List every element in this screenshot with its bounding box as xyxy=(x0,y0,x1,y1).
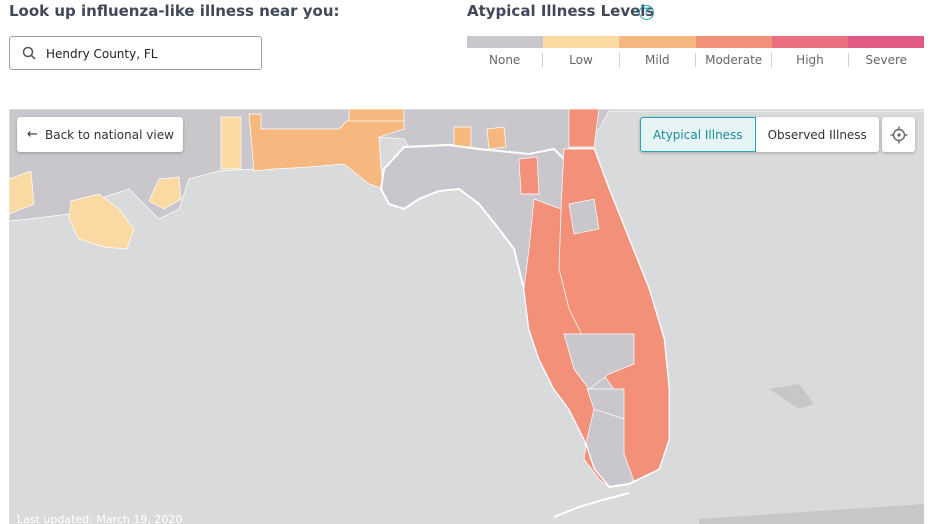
bahamas-land xyxy=(769,384,814,409)
observed-illness-tab[interactable]: Observed Illness xyxy=(767,127,867,142)
lookup-title: Look up influenza-like illness near you: xyxy=(9,2,340,20)
search-icon xyxy=(22,46,36,60)
georgia-coast-moderate xyxy=(568,109,600,148)
legend-swatch-low xyxy=(543,36,620,48)
mississippi-low-region xyxy=(220,116,242,170)
legend-swatch-severe xyxy=(847,36,925,48)
legend-label-mild: Mild xyxy=(618,53,695,67)
georgia-mild-region-4 xyxy=(348,109,405,122)
louisiana-low-region-2 xyxy=(68,193,135,250)
last-updated-label: Last updated: xyxy=(17,513,93,524)
legend-swatch-moderate xyxy=(695,36,772,48)
legend-label-high: High xyxy=(771,53,847,67)
georgia-mild-region-3 xyxy=(486,126,507,150)
back-to-national-button[interactable]: ← Back to national view xyxy=(17,117,183,152)
legend-title: Atypical Illness Levels xyxy=(467,2,655,20)
legend-swatch-high xyxy=(771,36,848,48)
legend-swatch-none xyxy=(467,36,544,48)
location-search[interactable] xyxy=(9,36,262,70)
legend-label-none: None xyxy=(489,53,521,67)
illness-map[interactable]: ← Back to national view Atypical Illness… xyxy=(9,109,924,524)
legend-label-low: Low xyxy=(542,53,618,67)
search-input[interactable] xyxy=(44,43,253,65)
mississippi-low-region-2 xyxy=(148,176,182,210)
last-updated-date: March 19, 2020 xyxy=(96,513,183,524)
florida-southwest-none xyxy=(586,388,625,420)
legend-label-severe: Severe xyxy=(847,53,924,67)
florida-keys xyxy=(553,492,630,518)
louisiana-low-region xyxy=(9,170,35,215)
legend-color-bar xyxy=(467,36,925,48)
legend-label-moderate: Moderate xyxy=(694,53,771,67)
cuba-land xyxy=(699,504,924,524)
back-to-national-label: Back to national view xyxy=(45,127,174,142)
florida-northeast-none xyxy=(568,198,600,235)
illness-level-legend: None Low Mild Moderate High Severe xyxy=(467,36,925,72)
legend-swatch-mild xyxy=(619,36,696,48)
crosshair-icon xyxy=(890,126,907,143)
question-circle-icon[interactable]: ? xyxy=(639,5,654,20)
panhandle-mild-region xyxy=(248,113,405,190)
florida-north-moderate xyxy=(518,156,540,195)
last-updated: Last updated: March 19, 2020 xyxy=(17,513,182,524)
florida-interior-none xyxy=(563,333,635,390)
arrow-left-icon: ← xyxy=(27,127,38,142)
map-mode-toggle[interactable]: Atypical Illness Observed Illness xyxy=(640,117,879,152)
locate-me-button[interactable] xyxy=(882,117,915,152)
atypical-illness-tab[interactable]: Atypical Illness xyxy=(640,117,756,152)
map-canvas[interactable] xyxy=(9,109,924,524)
